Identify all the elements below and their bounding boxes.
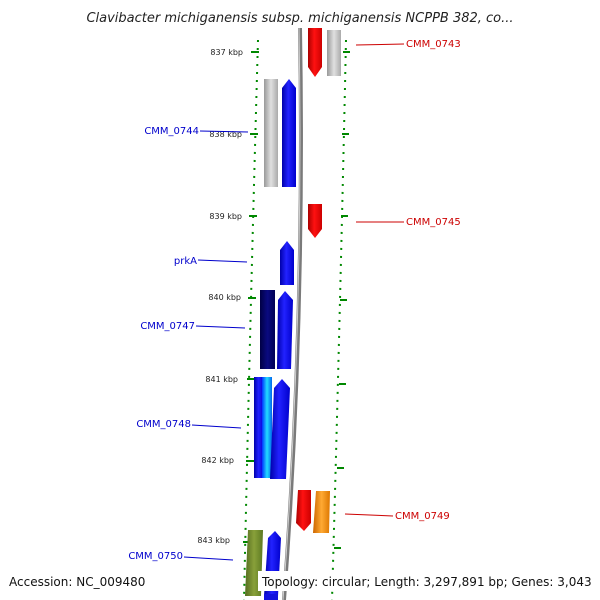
tick-label: 840 kbp [208, 293, 241, 302]
gene-label-cmm0749[interactable]: CMM_0749 [395, 511, 450, 522]
gene-label-cmm0750[interactable]: CMM_0750 [128, 551, 183, 562]
gene-label-cmm0744[interactable]: CMM_0744 [144, 126, 199, 137]
kbp-ticks: 837 kbp 838 kbp 839 kbp 840 kbp 841 kbp … [197, 48, 243, 545]
gene-cmm0748[interactable] [254, 377, 290, 479]
gene-prka[interactable] [280, 241, 294, 285]
genome-backbone [282, 27, 303, 600]
accession-bg [4, 571, 152, 591]
map-title: Clavibacter michiganensis subsp. michiga… [86, 11, 513, 26]
gc-skew-marks [243, 51, 350, 549]
tick-label: 839 kbp [209, 212, 242, 221]
gene-cmm0744[interactable] [264, 79, 296, 187]
topology-bg [258, 571, 592, 591]
gene-label-prka[interactable]: prkA [174, 256, 197, 267]
topology-text: Topology: circular; Length: 3,297,891 bp… [261, 575, 592, 589]
label-leaders-left [183, 130, 249, 561]
gene-label-cmm0747[interactable]: CMM_0747 [140, 321, 195, 332]
tick-label: 837 kbp [210, 48, 243, 57]
tick-label: 841 kbp [205, 375, 238, 384]
gene-label-cmm0748[interactable]: CMM_0748 [136, 419, 191, 430]
tick-label: 843 kbp [197, 536, 230, 545]
tick-label: 842 kbp [201, 456, 234, 465]
gc-skew-track [243, 39, 347, 600]
gene-label-cmm0745[interactable]: CMM_0745 [406, 217, 461, 228]
gene-cmm0743[interactable] [308, 28, 341, 77]
accession-text: Accession: NC_009480 [9, 575, 145, 589]
gene-label-cmm0743[interactable]: CMM_0743 [406, 39, 461, 50]
gene-cmm0749[interactable] [296, 490, 330, 533]
label-leaders-right [344, 43, 405, 517]
tick-label: 838 kbp [209, 130, 242, 139]
gene-cmm0747[interactable] [260, 290, 293, 369]
gene-cmm0745[interactable] [308, 204, 322, 238]
